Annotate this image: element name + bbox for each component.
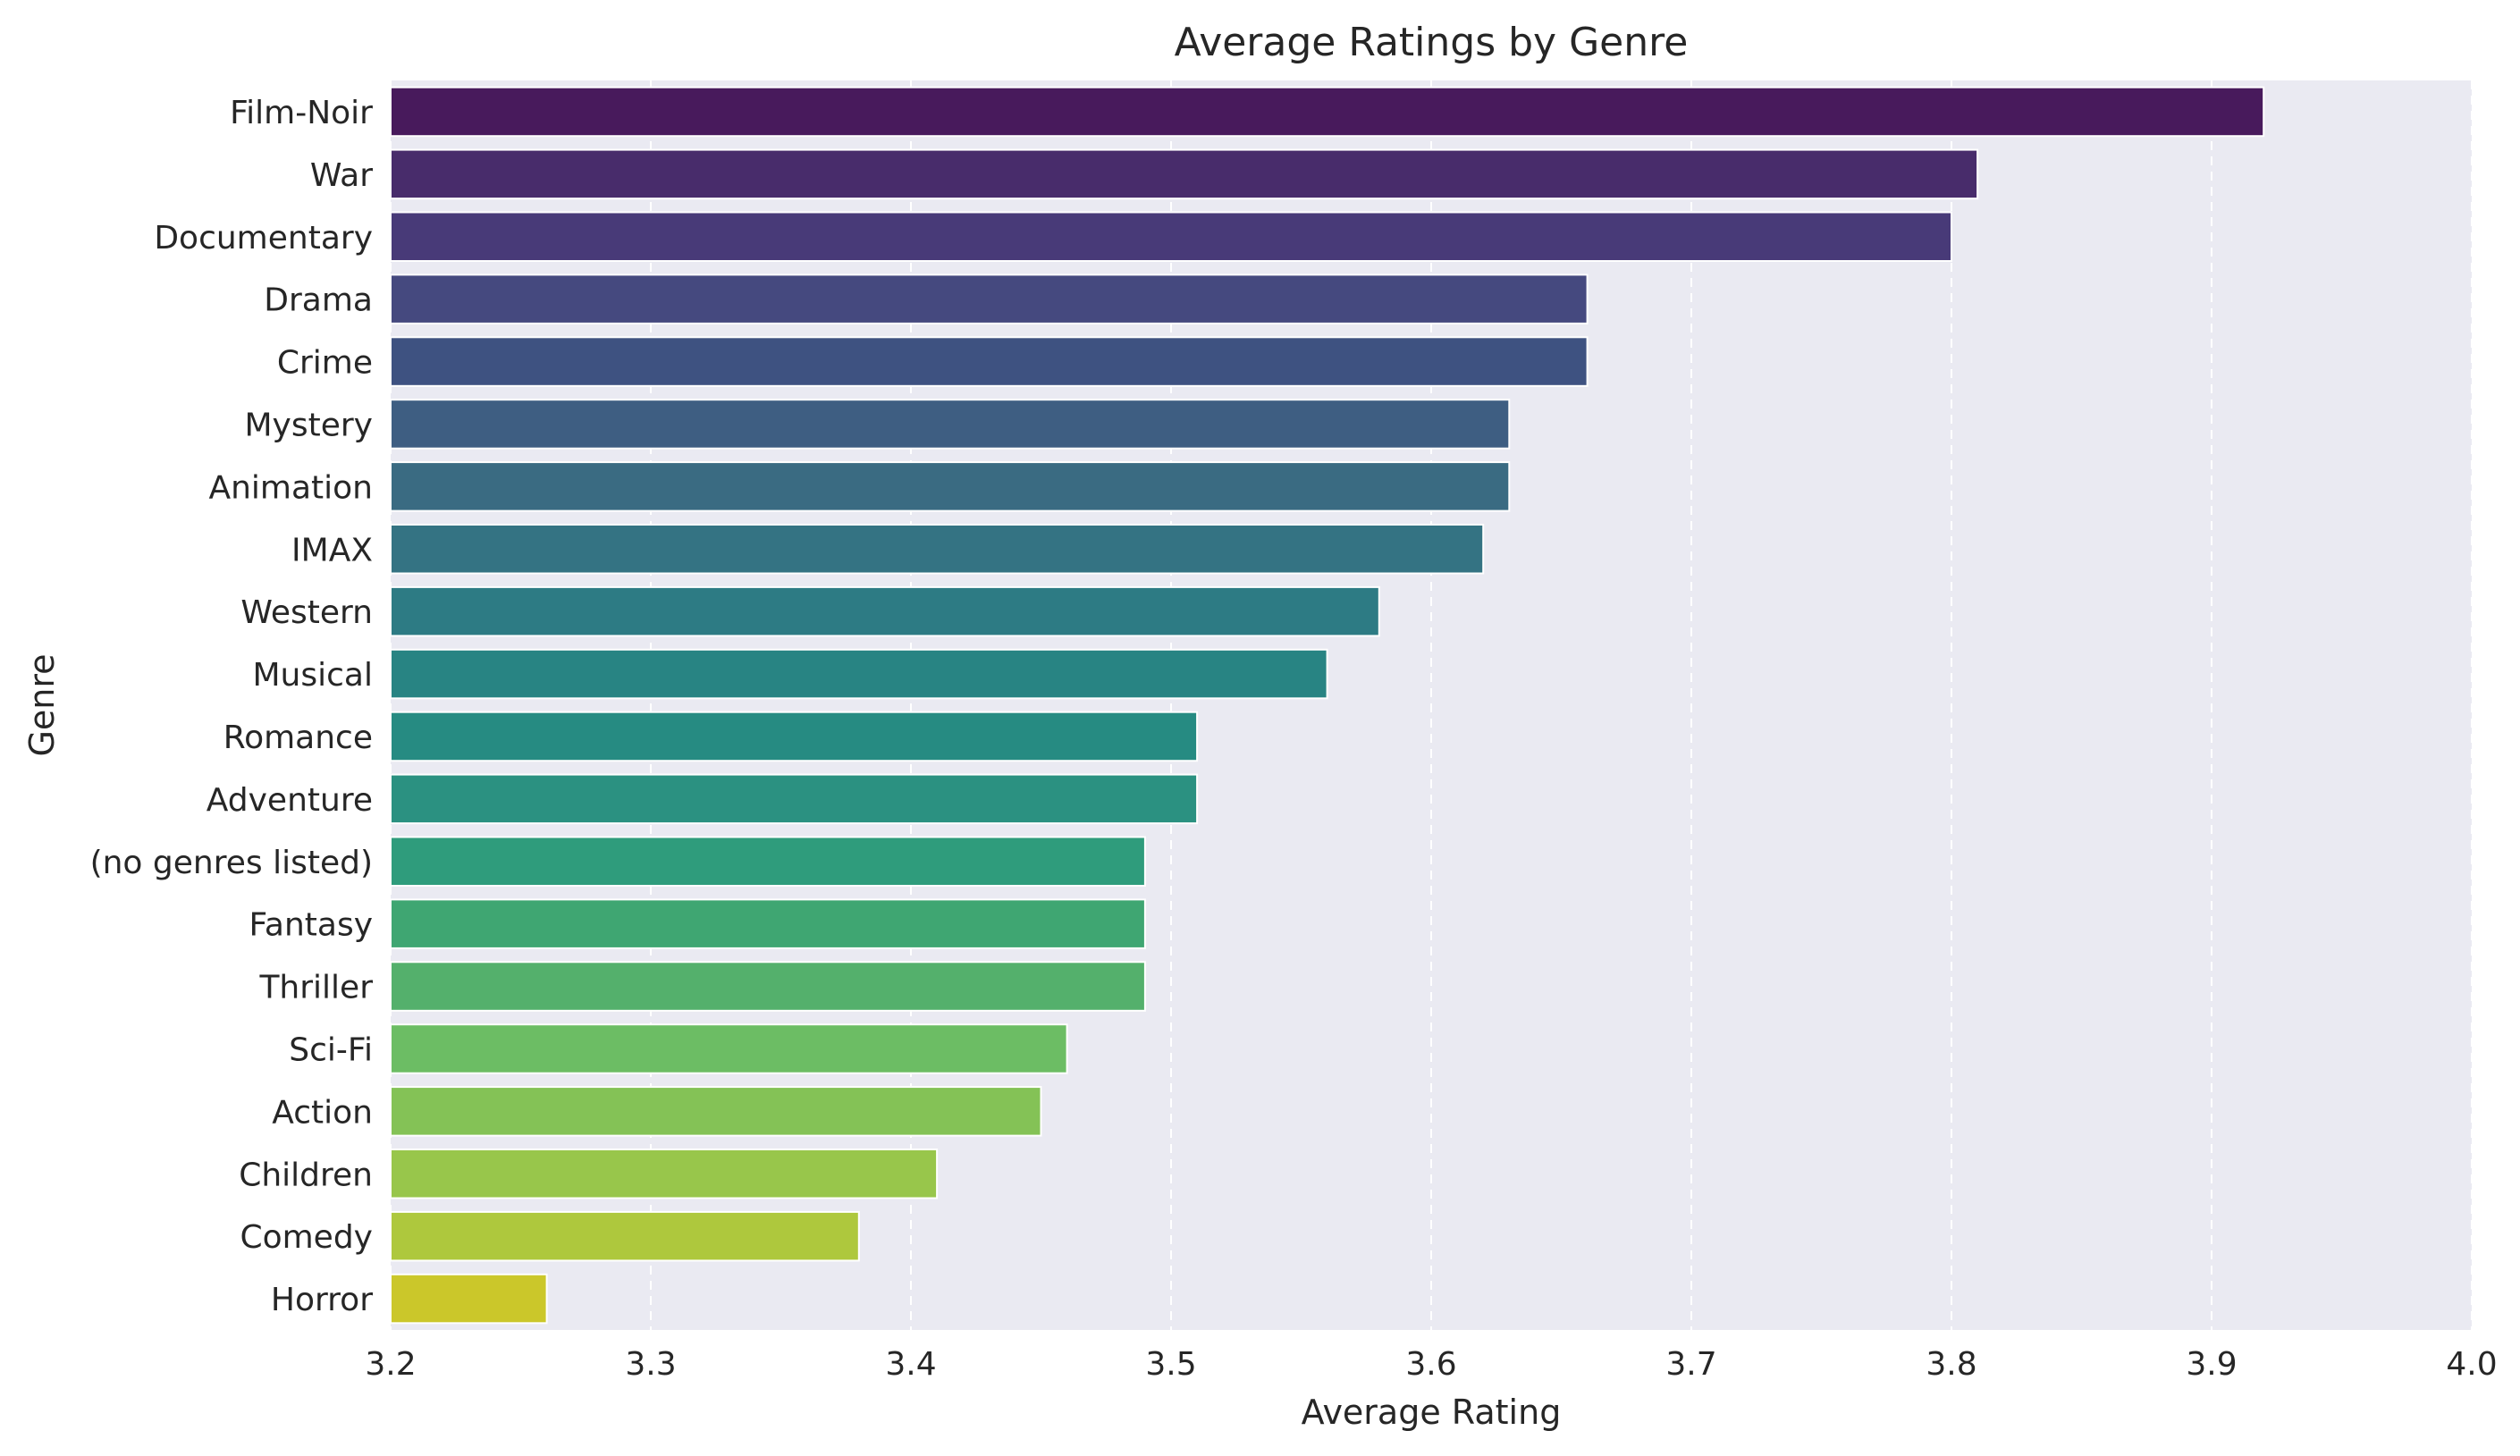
bar — [390, 336, 1589, 387]
y-tick-label: Romance — [223, 720, 373, 756]
bar — [390, 836, 1146, 888]
bar — [390, 86, 2265, 138]
x-tick-label: 3.6 — [1405, 1346, 1456, 1383]
x-tick-label: 3.3 — [625, 1346, 676, 1383]
y-axis-title: Genre — [22, 653, 62, 756]
bar — [390, 711, 1199, 762]
bar — [390, 648, 1328, 700]
x-tick-label: 4.0 — [2446, 1346, 2497, 1383]
bar — [390, 773, 1199, 825]
y-tick-label: Adventure — [206, 782, 373, 819]
chart-title: Average Ratings by Genre — [1175, 20, 1689, 65]
y-tick-labels: Film-Noir War Documentary Drama Crime Mystery… — [90, 95, 374, 1318]
y-tick-label: Comedy — [240, 1219, 373, 1256]
y-tick-label: IMAX — [291, 532, 373, 568]
y-tick-label: Crime — [277, 345, 373, 382]
y-tick-label: Children — [239, 1157, 373, 1193]
y-tick-label: Sci-Fi — [289, 1031, 373, 1068]
x-tick-label: 3.5 — [1145, 1346, 1196, 1383]
bar — [390, 523, 1485, 575]
x-tick-label: 3.8 — [1926, 1346, 1976, 1383]
y-tick-label: War — [310, 157, 373, 194]
x-tick-label: 3.4 — [885, 1346, 936, 1383]
bar — [390, 585, 1380, 637]
bar — [390, 211, 1952, 263]
y-tick-label: Fantasy — [249, 907, 373, 944]
y-tick-label: Documentary — [154, 220, 373, 257]
bars — [390, 86, 2265, 1325]
y-tick-label: Western — [240, 594, 373, 631]
bar — [390, 1086, 1042, 1137]
y-tick-label: Action — [272, 1094, 373, 1131]
bar — [390, 274, 1589, 324]
x-tick-label: 3.7 — [1665, 1346, 1716, 1383]
y-tick-label: Animation — [208, 469, 373, 506]
x-axis-title: Average Rating — [1302, 1393, 1562, 1432]
y-tick-label: Thriller — [258, 970, 373, 1006]
bar — [390, 1273, 548, 1325]
bar — [390, 1210, 860, 1262]
bar — [390, 461, 1511, 512]
bar — [390, 898, 1146, 949]
bar — [390, 148, 1979, 200]
bar — [390, 1148, 939, 1199]
x-tick-labels: 3.2 3.3 3.4 3.5 3.6 3.7 3.8 3.9 4.0 — [365, 1346, 2497, 1383]
y-tick-label: Mystery — [245, 407, 374, 443]
y-tick-label: Film-Noir — [230, 95, 373, 131]
x-tick-label: 3.9 — [2186, 1346, 2237, 1383]
bar — [390, 1023, 1068, 1074]
bar — [390, 399, 1511, 450]
x-tick-label: 3.2 — [365, 1346, 416, 1383]
y-tick-label: Musical — [253, 657, 374, 694]
y-tick-label: Drama — [264, 282, 373, 319]
y-tick-label: Horror — [271, 1282, 373, 1318]
y-tick-label: (no genres listed) — [90, 845, 373, 881]
bar — [390, 961, 1146, 1012]
